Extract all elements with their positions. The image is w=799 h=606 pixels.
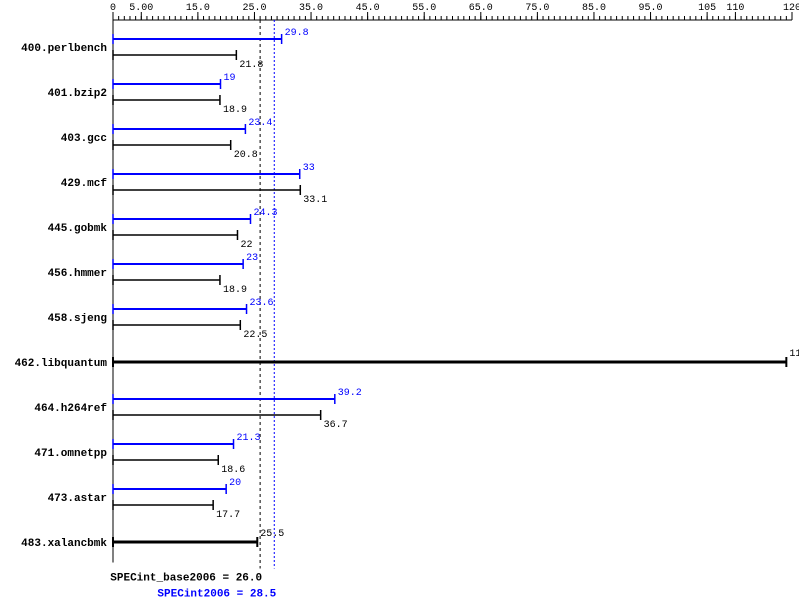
base-value-label: 36.7 [324, 420, 348, 431]
benchmark-label: 464.h264ref [34, 403, 107, 415]
peak-value-label: 20 [229, 478, 241, 489]
axis-tick-label: 25.0 [242, 3, 266, 14]
benchmark-label: 445.gobmk [48, 223, 108, 235]
base-value-label: 18.6 [221, 465, 245, 476]
benchmark-label: 473.astar [48, 493, 107, 505]
base-value-label: 22.5 [243, 330, 267, 341]
axis-tick-label: 45.0 [356, 3, 380, 14]
base-value-label: 119 [789, 349, 799, 360]
axis-tick-label: 15.0 [186, 3, 210, 14]
axis-tick-label: 55.0 [412, 3, 436, 14]
benchmark-label: 400.perlbench [21, 43, 107, 55]
base-value-label: 18.9 [223, 105, 247, 116]
spec-chart: 0 5.00 15.0 25.0 35.0 45.0 55.0 65.0 75.0 85.0 95.… [0, 0, 799, 606]
peak-value-label: 23.6 [250, 298, 274, 309]
benchmark-label: 471.omnetpp [34, 448, 107, 460]
base-value-label: 22 [240, 240, 252, 251]
benchmark-label: 458.sjeng [48, 313, 107, 325]
axis-tick-label: 120 [783, 3, 799, 14]
axis-tick-label: 65.0 [469, 3, 493, 14]
peak-value-label: 33 [303, 163, 315, 174]
benchmark-label: 462.libquantum [15, 358, 108, 370]
axis-tick-label: 35.0 [299, 3, 323, 14]
axis-tick-label: 0 [110, 3, 116, 14]
benchmark-label: 401.bzip2 [48, 88, 107, 100]
base-value-label: 33.1 [303, 195, 327, 206]
benchmark-label: 456.hmmer [48, 268, 107, 280]
axis-tick-label: 95.0 [639, 3, 663, 14]
benchmark-label: 429.mcf [61, 178, 108, 190]
peak-value-label: 29.8 [285, 28, 309, 39]
base-value-label: 21.8 [239, 60, 263, 71]
axis-tick-label: 110 [726, 3, 744, 14]
chart-svg: 0 5.00 15.0 25.0 35.0 45.0 55.0 65.0 75.0 85.0 95.… [0, 0, 799, 606]
benchmark-label: 483.xalancbmk [21, 538, 107, 550]
axis-tick-label: 85.0 [582, 3, 606, 14]
footer-peak-label: SPECint2006 = 28.5 [157, 589, 276, 601]
peak-value-label: 24.3 [253, 208, 277, 219]
peak-value-label: 23.4 [248, 118, 272, 129]
chart-bg [0, 0, 799, 606]
base-value-label: 20.8 [234, 150, 258, 161]
benchmark-label: 403.gcc [61, 133, 107, 145]
peak-value-label: 19 [224, 73, 236, 84]
axis-tick-label: 5.00 [129, 3, 153, 14]
peak-value-label: 23 [246, 253, 258, 264]
base-value-label: 18.9 [223, 285, 247, 296]
base-value-label: 25.5 [260, 529, 284, 540]
footer-base-label: SPECint_base2006 = 26.0 [110, 573, 262, 585]
base-value-label: 17.7 [216, 510, 240, 521]
peak-value-label: 21.3 [237, 433, 261, 444]
axis-tick-label: 105 [698, 3, 716, 14]
axis-tick-label: 75.0 [525, 3, 549, 14]
peak-value-label: 39.2 [338, 388, 362, 399]
